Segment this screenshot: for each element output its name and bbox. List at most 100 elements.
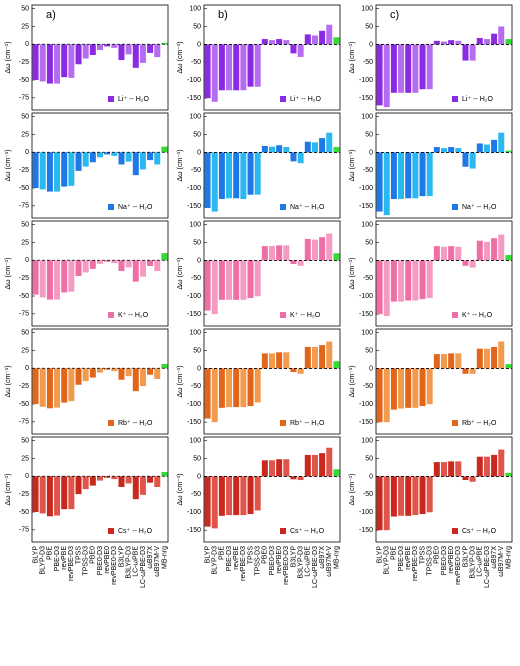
y-axis-label: Δω (cm⁻¹) xyxy=(177,41,184,73)
panel-frame xyxy=(375,220,513,327)
x-tick-label: BLYP xyxy=(204,546,211,564)
bar xyxy=(419,260,426,300)
bar xyxy=(125,476,132,484)
bar xyxy=(268,40,276,45)
legend-label: Li⁺ -- H₂O xyxy=(290,96,321,103)
y-tick-label: -50 xyxy=(363,275,373,282)
y-tick-label: 25 xyxy=(21,347,29,354)
bar xyxy=(218,260,225,300)
bar xyxy=(32,152,39,188)
bar xyxy=(462,44,469,61)
y-tick-label: -150 xyxy=(187,527,201,534)
bar xyxy=(491,346,498,369)
bar xyxy=(469,152,476,169)
bar xyxy=(448,147,455,153)
bar xyxy=(89,44,96,55)
x-tick-label: revPBE-D3 xyxy=(412,546,419,581)
x-tick-label: PBE0-D3 xyxy=(441,546,448,575)
y-tick-label: 50 xyxy=(365,23,373,30)
bar xyxy=(498,132,505,153)
bar xyxy=(469,44,476,61)
y-axis-label: Δω (cm⁻¹) xyxy=(177,473,184,505)
panel-label: b) xyxy=(218,9,228,21)
bar xyxy=(125,152,132,162)
bar xyxy=(440,462,448,477)
y-tick-label: 0 xyxy=(25,257,29,264)
panel-frame xyxy=(203,436,341,543)
y-tick-label: -100 xyxy=(359,509,373,516)
bar xyxy=(154,44,161,58)
bar xyxy=(297,260,304,266)
bar xyxy=(333,37,340,45)
y-tick-label: -100 xyxy=(187,77,201,84)
y-tick-label: 50 xyxy=(365,455,373,462)
x-tick-label: LC-ωPBE-D3 xyxy=(484,546,491,588)
y-tick-label: -150 xyxy=(359,95,373,102)
panel-frame xyxy=(203,328,341,435)
bar xyxy=(233,368,240,408)
bar xyxy=(139,44,146,63)
bar xyxy=(476,348,483,369)
bar xyxy=(268,246,276,261)
bar xyxy=(476,240,483,261)
x-tick-label: revPBE0-D3 xyxy=(111,546,118,585)
bar xyxy=(233,152,240,199)
bar xyxy=(46,368,53,409)
bar xyxy=(118,260,125,271)
bar xyxy=(68,476,75,510)
bar xyxy=(383,368,390,423)
y-tick-label: 100 xyxy=(361,221,373,228)
y-axis-label: Δω (cm⁻¹) xyxy=(5,365,12,397)
legend-swatch xyxy=(280,420,286,426)
bar xyxy=(390,476,397,517)
bar xyxy=(247,152,254,195)
bar xyxy=(483,348,490,369)
bar xyxy=(433,147,440,153)
bar xyxy=(68,368,75,402)
bar xyxy=(412,260,419,301)
bar xyxy=(147,44,154,53)
y-tick-label: -50 xyxy=(363,491,373,498)
y-tick-label: -100 xyxy=(187,401,201,408)
bar xyxy=(104,368,111,370)
y-tick-label: -75 xyxy=(19,419,29,426)
bar xyxy=(54,260,61,300)
y-tick-label: -50 xyxy=(19,401,29,408)
bar xyxy=(304,454,311,477)
y-tick-label: -75 xyxy=(19,527,29,534)
bar xyxy=(448,353,455,369)
legend-swatch xyxy=(108,96,114,102)
y-tick-label: -100 xyxy=(359,185,373,192)
legend-label: Na⁺ -- H₂O xyxy=(290,204,325,211)
bar xyxy=(254,260,261,297)
y-axis-label: Δω (cm⁻¹) xyxy=(5,257,12,289)
y-tick-label: 50 xyxy=(21,437,29,444)
panel-frame xyxy=(375,4,513,111)
y-tick-label: -50 xyxy=(191,59,201,66)
bar xyxy=(211,260,218,315)
legend-swatch xyxy=(452,312,458,318)
bar xyxy=(498,234,505,261)
panel-frame xyxy=(31,220,169,327)
x-tick-label: LC-ωPBE xyxy=(477,546,484,577)
bar xyxy=(326,447,333,477)
bar xyxy=(75,476,82,495)
bar xyxy=(426,44,433,90)
bar xyxy=(333,147,340,153)
bar xyxy=(89,260,96,269)
bar xyxy=(118,152,125,165)
bar xyxy=(476,37,483,45)
bar xyxy=(311,454,318,477)
y-tick-label: 0 xyxy=(197,149,201,156)
bar xyxy=(455,40,462,45)
y-tick-label: -100 xyxy=(187,509,201,516)
bar xyxy=(46,44,53,84)
bar xyxy=(505,255,512,261)
bar xyxy=(419,368,426,407)
panel-frame xyxy=(203,220,341,327)
bar xyxy=(161,364,168,369)
bar xyxy=(111,152,118,156)
y-tick-label: -150 xyxy=(187,311,201,318)
y-tick-label: -100 xyxy=(359,293,373,300)
bar xyxy=(326,341,333,369)
